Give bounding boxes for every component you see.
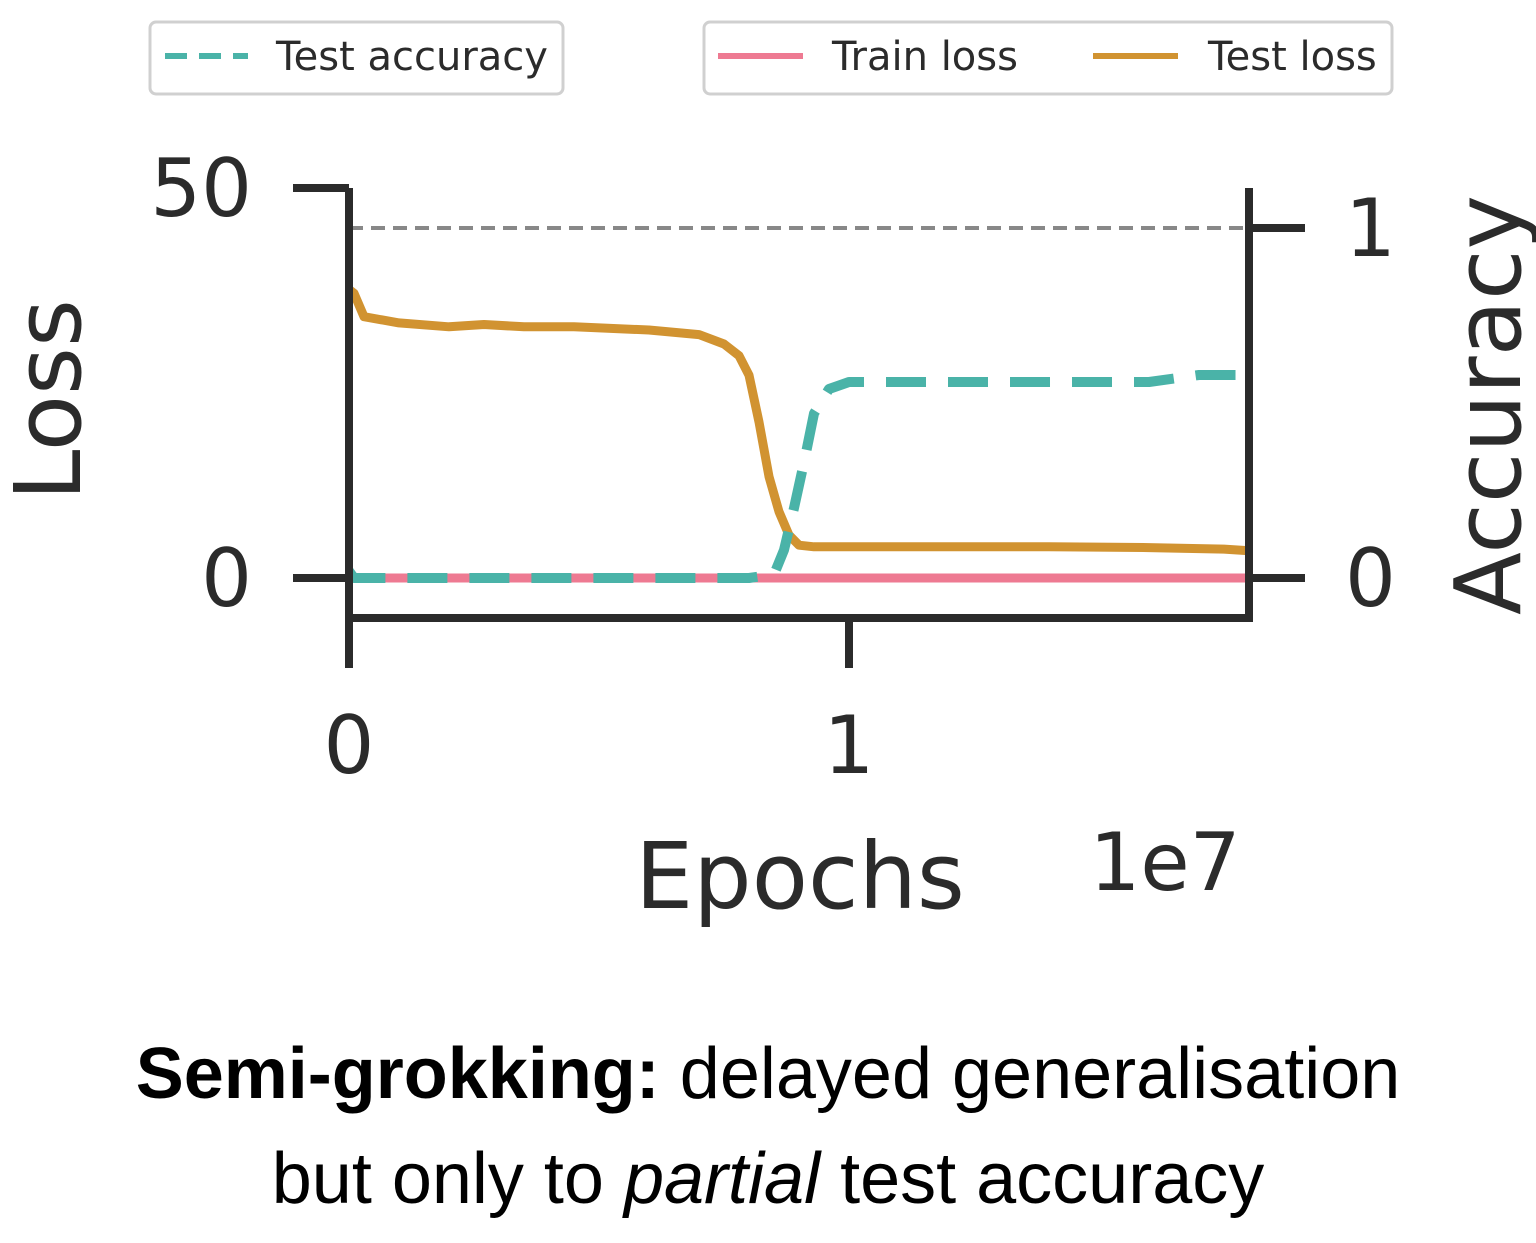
right-axis-label: Accuracy xyxy=(1435,195,1536,615)
legend: Test accuracy Train loss Test loss xyxy=(148,20,1394,96)
left-tick-label-0: 0 xyxy=(201,532,252,625)
x-offset-label: 1e7 xyxy=(1089,816,1240,909)
series-test-accuracy xyxy=(344,370,1249,583)
caption-bold: Semi-grokking: xyxy=(135,1034,660,1114)
right-tick-label-1: 1 xyxy=(1345,182,1396,275)
x-tick-label-0: 0 xyxy=(324,699,375,792)
legend-label-test-accuracy: Test accuracy xyxy=(275,34,548,80)
left-axis-label: Loss xyxy=(0,299,102,501)
caption-line2-end: test accuracy xyxy=(820,1139,1265,1219)
legend-label-train-loss: Train loss xyxy=(831,34,1018,80)
series-test-loss xyxy=(346,285,1250,556)
axis-labels: 0 50 0 1 0 1 Epochs 1e7 Loss Accuracy xyxy=(0,142,1536,930)
right-tick-label-0: 0 xyxy=(1345,532,1396,625)
axes xyxy=(293,184,1305,668)
legend-box-accuracy xyxy=(148,20,565,96)
legend-box-loss xyxy=(702,20,1394,96)
chart: Test accuracy Train loss Test loss 0 50 0 1 0 1… xyxy=(0,20,1536,930)
legend-label-test-loss: Test loss xyxy=(1207,34,1377,80)
caption-italic: partial xyxy=(623,1139,821,1219)
series-lines xyxy=(344,285,1250,583)
caption-line-2: but only to partial test accuracy xyxy=(0,1143,1536,1215)
x-axis-label: Epochs xyxy=(635,823,965,930)
caption-line2-start: but only to xyxy=(271,1139,624,1219)
left-tick-label-50: 50 xyxy=(150,142,252,235)
caption-line-1: Semi-grokking: delayed generalisation xyxy=(0,1038,1536,1110)
caption-rest: delayed generalisation xyxy=(659,1034,1401,1114)
x-tick-label-1: 1 xyxy=(824,699,875,792)
